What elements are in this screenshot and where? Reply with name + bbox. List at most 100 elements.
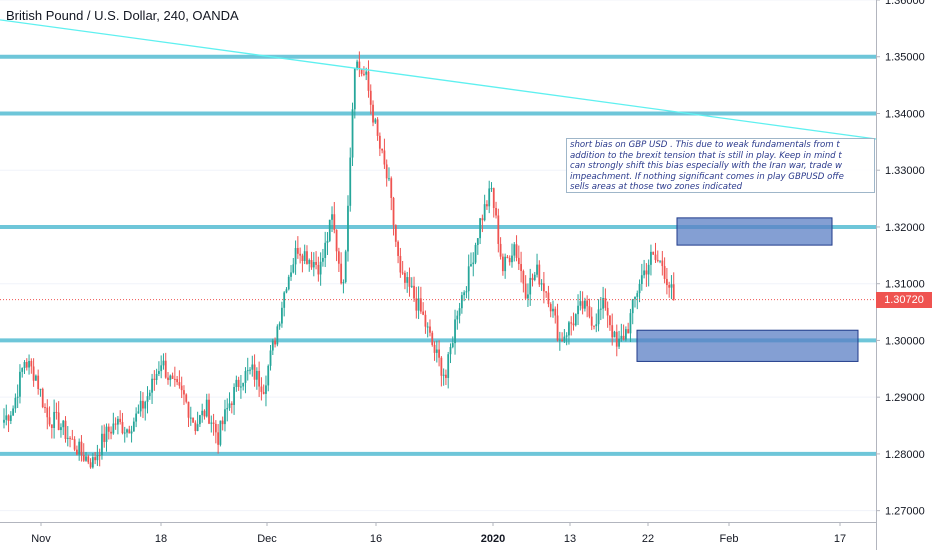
candle bbox=[226, 398, 229, 422]
candle-body bbox=[192, 417, 194, 423]
candle bbox=[627, 322, 630, 334]
candle-body bbox=[210, 422, 213, 424]
candle-body bbox=[634, 296, 636, 300]
candle-body bbox=[164, 360, 167, 378]
candle-body bbox=[244, 371, 247, 383]
horizontal-levels[interactable] bbox=[0, 54, 876, 456]
candle bbox=[549, 302, 552, 318]
candle-body bbox=[328, 219, 331, 241]
candle-body bbox=[615, 331, 618, 347]
candle bbox=[358, 51, 361, 78]
candle bbox=[283, 291, 286, 317]
candle-body bbox=[499, 243, 502, 257]
candle bbox=[101, 425, 103, 460]
candle bbox=[581, 291, 584, 315]
candle-body bbox=[16, 396, 19, 398]
candle bbox=[148, 389, 151, 400]
supply-demand-zones[interactable] bbox=[636, 217, 859, 362]
candle-body bbox=[438, 349, 440, 358]
candle-body bbox=[524, 283, 527, 299]
candle bbox=[353, 67, 356, 119]
candle-body bbox=[69, 437, 71, 439]
candle-body bbox=[618, 338, 620, 347]
candle bbox=[171, 372, 174, 379]
candle-body bbox=[80, 441, 83, 455]
candle bbox=[121, 412, 124, 435]
candle-body bbox=[447, 354, 450, 378]
candle-body bbox=[347, 205, 349, 252]
candle-body bbox=[19, 371, 21, 397]
candle-body bbox=[173, 378, 176, 380]
candle-body bbox=[324, 242, 327, 258]
candle-body bbox=[142, 400, 144, 409]
candle bbox=[604, 288, 607, 311]
candle-body bbox=[237, 379, 240, 387]
y-tick-label: 1.32000 bbox=[885, 222, 925, 234]
price-axis-panel bbox=[876, 0, 932, 550]
candle bbox=[66, 426, 69, 447]
candle-body bbox=[620, 335, 623, 339]
candle bbox=[495, 201, 497, 219]
candle-body bbox=[274, 340, 276, 345]
candle-body bbox=[627, 329, 630, 334]
candle bbox=[55, 402, 58, 420]
candle bbox=[85, 452, 87, 462]
candle-body bbox=[246, 370, 249, 372]
candle bbox=[331, 206, 333, 232]
candle-body bbox=[353, 68, 356, 110]
candle-body bbox=[94, 457, 97, 461]
candle bbox=[242, 382, 245, 391]
candle bbox=[670, 275, 673, 300]
supply-zone[interactable] bbox=[636, 329, 859, 362]
candle bbox=[151, 373, 153, 404]
candle-body bbox=[14, 397, 17, 409]
candle-body bbox=[137, 411, 140, 414]
candle bbox=[533, 271, 536, 282]
supply-zone[interactable] bbox=[676, 217, 833, 246]
candle bbox=[253, 354, 256, 387]
trend-line[interactable] bbox=[0, 19, 877, 140]
candle-body bbox=[449, 347, 452, 355]
candle bbox=[602, 286, 605, 319]
candle-body bbox=[372, 104, 374, 123]
candle bbox=[363, 66, 365, 77]
candle bbox=[294, 240, 297, 275]
candle bbox=[479, 217, 481, 245]
chart-title: British Pound / U.S. Dollar, 240, OANDA bbox=[6, 8, 239, 23]
candle-body bbox=[262, 391, 265, 394]
candle bbox=[449, 343, 452, 364]
candle bbox=[299, 247, 302, 264]
candle bbox=[169, 374, 172, 387]
candle bbox=[203, 409, 206, 420]
annotation-line: addition to the brexit tension that is s… bbox=[570, 150, 842, 161]
candle-body bbox=[554, 308, 557, 316]
candle bbox=[435, 340, 438, 363]
x-tick-label: Dec bbox=[257, 533, 277, 545]
trend-line-layer[interactable] bbox=[0, 19, 877, 301]
y-tick-label: 1.31000 bbox=[885, 279, 925, 291]
candle bbox=[552, 300, 554, 318]
candle-body bbox=[595, 324, 598, 327]
candle-body bbox=[37, 375, 40, 390]
candle bbox=[12, 405, 15, 417]
candle bbox=[465, 286, 468, 299]
candle-body bbox=[424, 314, 427, 327]
candle bbox=[522, 269, 525, 293]
candle bbox=[324, 231, 327, 268]
candle bbox=[249, 367, 251, 375]
candle-body bbox=[235, 379, 238, 387]
candle bbox=[44, 403, 46, 413]
candle-body bbox=[62, 420, 65, 428]
candle-body bbox=[508, 257, 511, 263]
candle-body bbox=[151, 378, 153, 393]
candle bbox=[333, 201, 336, 234]
candle bbox=[392, 196, 395, 236]
candle bbox=[527, 283, 529, 307]
candle-body bbox=[71, 438, 74, 440]
x-tick-label: 17 bbox=[834, 533, 846, 545]
candle bbox=[422, 302, 425, 316]
candle bbox=[75, 445, 78, 456]
annotation-box[interactable]: short bias on GBP USD . This due to weak… bbox=[566, 138, 875, 193]
candle bbox=[388, 167, 390, 182]
